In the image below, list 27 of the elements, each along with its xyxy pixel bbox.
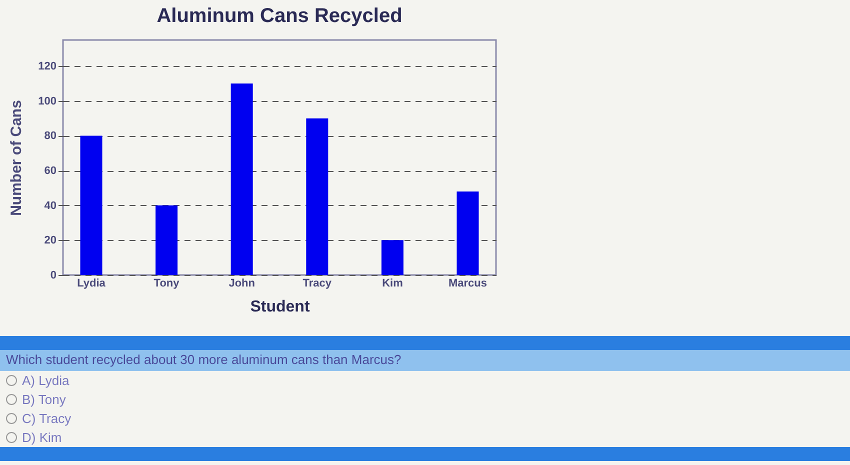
text: C) Tracy: [22, 411, 72, 426]
x-axis-title: Student: [250, 298, 310, 316]
bar: [156, 205, 178, 275]
x-tick-label: Lydia: [77, 278, 106, 290]
text: B) Tony: [22, 392, 66, 407]
bar: [381, 240, 404, 275]
y-tick-label: 0: [50, 270, 56, 282]
y-tick-label: 120: [38, 60, 56, 73]
bar: [80, 136, 102, 275]
y-tick-label: 20: [44, 234, 56, 247]
bar: [456, 191, 479, 275]
y-tick-label: 60: [44, 165, 56, 178]
text: D) Kim: [22, 430, 62, 445]
bar: [306, 118, 328, 275]
x-tick-label: John: [228, 278, 256, 290]
chart-title: Aluminum Cans Recycled: [156, 5, 402, 27]
x-tick-label: Kim: [382, 278, 404, 290]
x-tick-label: Tony: [154, 278, 180, 290]
x-tick-label: Tracy: [302, 278, 332, 290]
y-tick-label: 80: [44, 130, 56, 142]
y-tick-label: 40: [44, 200, 56, 212]
x-tick-label: Marcus: [448, 278, 488, 290]
text: Which student recycled about 30 more aluminum cans than Marcus?: [0, 350, 850, 371]
text: A) Lydia: [22, 373, 70, 388]
y-tick-label: 100: [38, 95, 56, 108]
y-axis-title: Number of Cans: [8, 100, 26, 216]
bar: [230, 84, 253, 275]
